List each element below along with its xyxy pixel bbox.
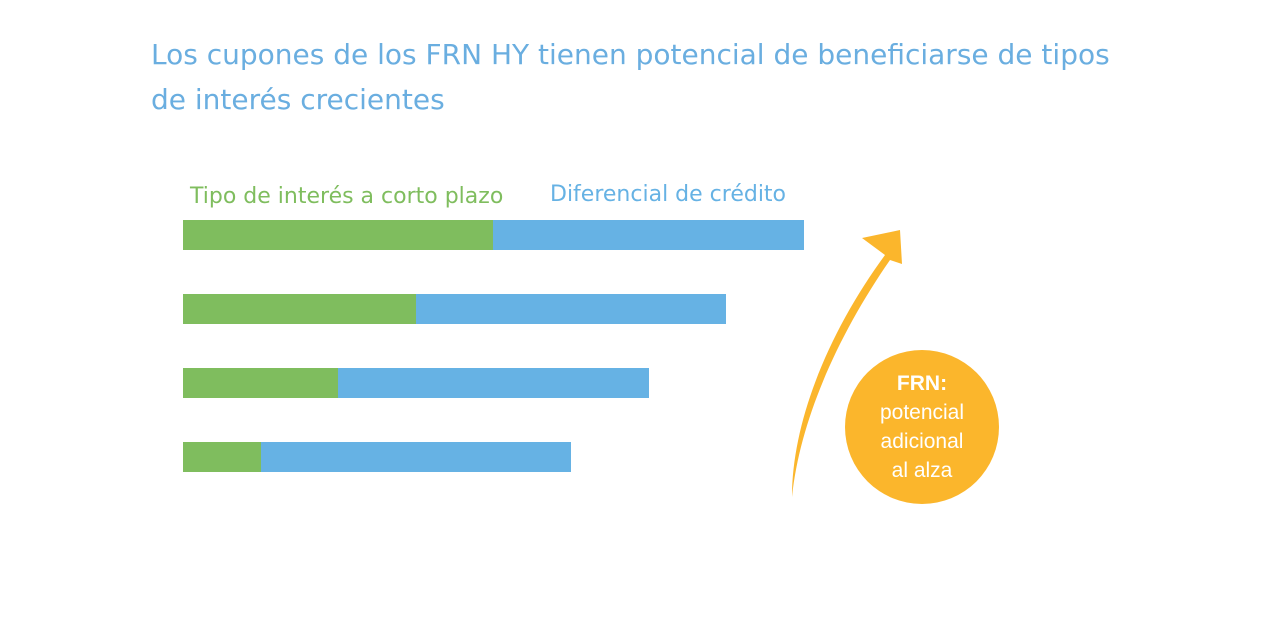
short-rate-segment-2 [183,294,416,324]
short-rate-segment-4 [183,442,261,472]
credit-spread-segment-3 [338,368,649,398]
badge-line-3: al alza [891,459,953,482]
credit-spread-segment-1 [493,220,804,250]
bar-row-1 [183,220,804,250]
page-title: Los cupones de los FRN HY tienen potenci… [151,38,1110,116]
credit-spread-segment-4 [260,442,571,472]
legend-credit-spread: Diferencial de crédito [550,182,787,207]
badge-line-1: potencial [879,401,965,424]
frn-upside-badge: FRN: potencial adicional al alza [845,350,999,504]
short-rate-segment-1 [183,220,494,250]
badge-title: FRN: [896,372,948,395]
bar-row-4 [183,442,571,472]
legend-short-rate: Tipo de interés a corto plazo [190,184,504,209]
credit-spread-segment-2 [415,294,727,324]
bar-row-2 [183,294,727,324]
badge-line-2: adicional [880,430,964,453]
bar-row-3 [183,368,649,398]
short-rate-segment-3 [183,368,339,398]
